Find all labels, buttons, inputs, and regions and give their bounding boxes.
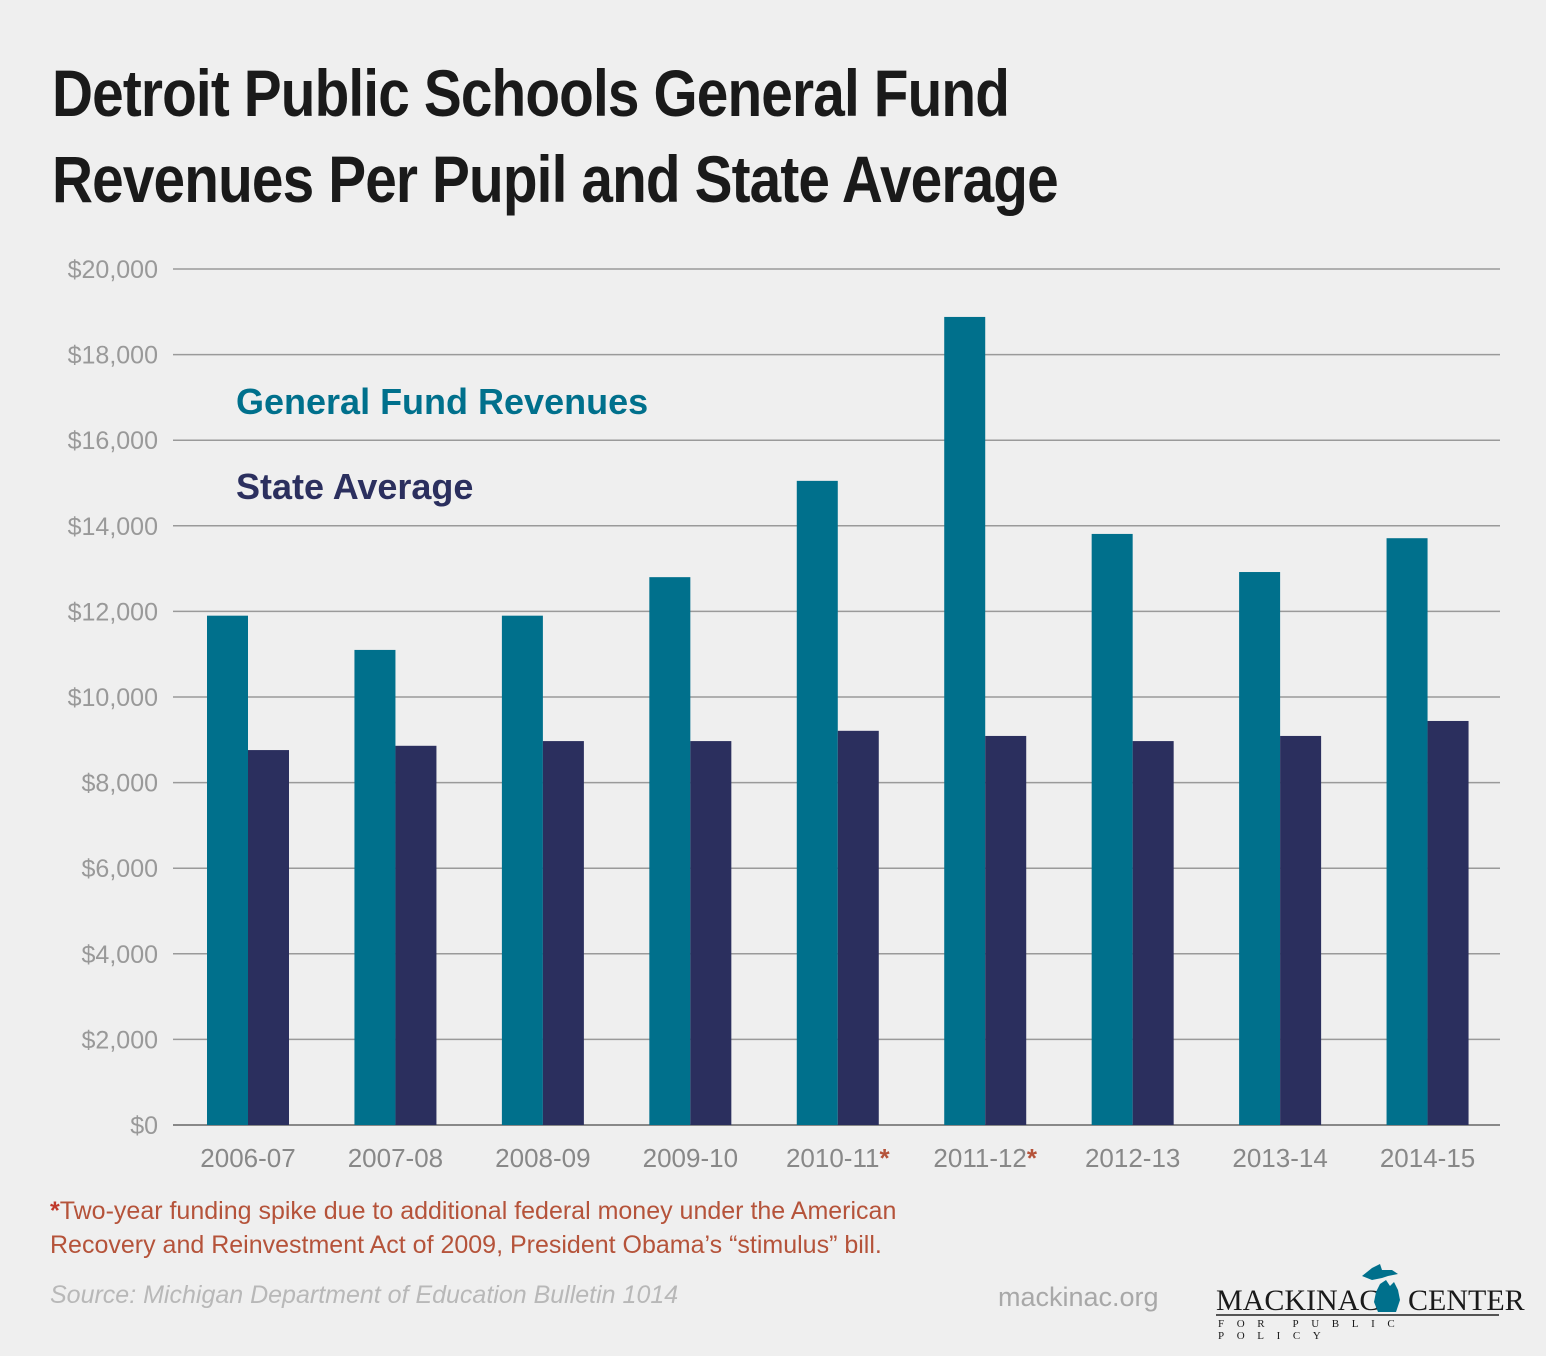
bar-general-fund [1386,538,1428,1125]
x-tick-label: 2006-07 [200,1143,295,1173]
legend-general-fund: General Fund Revenues [236,381,648,422]
website-link[interactable]: mackinac.org [998,1282,1159,1312]
y-tick-label: $6,000 [82,855,158,883]
logo-name-left: MACKINAC [1216,1284,1380,1317]
bar-general-fund [649,577,691,1125]
bar-state-average [1280,735,1322,1125]
michigan-map-icon [1362,1264,1400,1312]
bar-state-average [985,735,1027,1125]
y-tick-label: $12,000 [68,598,158,626]
logo-name-right: CENTER [1408,1284,1525,1317]
logo-rule [1216,1314,1499,1316]
y-tick-label: $18,000 [68,342,158,370]
bar-general-fund [1091,533,1133,1125]
y-tick-label: $4,000 [82,941,158,969]
legend-state-average: State Average [236,466,473,507]
bar-general-fund [1239,572,1281,1125]
logo-tagline: FOR PUBLIC POLICY [1218,1318,1408,1342]
bar-state-average [395,745,437,1125]
y-tick-label: $2,000 [82,1026,158,1054]
bar-general-fund [207,615,248,1125]
x-tick-label: 2007-08 [348,1143,443,1173]
bar-state-average [837,730,879,1125]
y-tick-label: $14,000 [68,513,158,541]
x-tick-label: 2013-14 [1232,1143,1327,1173]
x-tick-label: 2009-10 [643,1143,738,1173]
chart-title: Detroit Public Schools General Fund Reve… [52,56,1059,216]
bar-general-fund [796,480,838,1125]
bar-state-average [1132,741,1174,1125]
bar-state-average [248,750,289,1125]
mackinac-center-logo: MACKINAC CENTER FOR PUBLIC POLICY [1216,1262,1525,1342]
footnote: *Two-year funding spike due to additiona… [50,1197,897,1259]
bar-state-average [1427,720,1469,1125]
y-tick-label: $20,000 [68,256,158,284]
x-tick-label: 2008-09 [495,1143,590,1173]
bar-general-fund [354,649,396,1125]
bar-general-fund [944,316,986,1125]
y-tick-label: $0 [130,1112,158,1140]
x-tick-label: 2014-15 [1380,1143,1475,1173]
y-tick-label: $8,000 [82,770,158,798]
x-tick-label: 2012-13 [1085,1143,1180,1173]
bar-state-average [542,741,584,1125]
y-tick-label: $10,000 [68,684,158,712]
bar-state-average [690,741,732,1125]
source-note: Source: Michigan Department of Education… [50,1281,679,1309]
y-tick-label: $16,000 [68,427,158,455]
bar-general-fund [501,615,543,1125]
x-tick-label: 2010-11* [786,1143,891,1173]
x-tick-label: 2011-12* [933,1143,1037,1173]
